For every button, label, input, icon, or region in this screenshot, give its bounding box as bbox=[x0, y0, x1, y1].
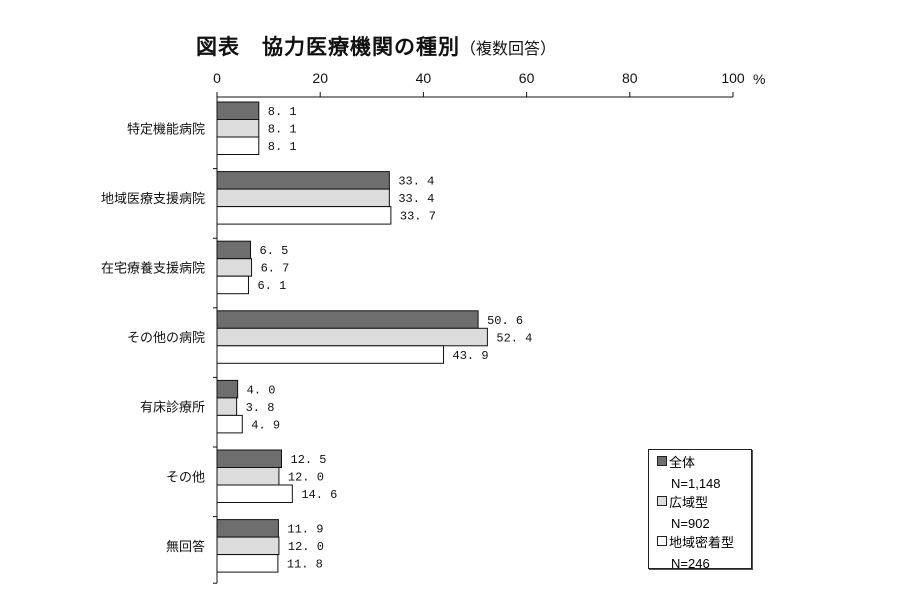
bar-広域型 bbox=[216, 397, 238, 416]
data-label: 33. 4 bbox=[398, 192, 434, 206]
data-label: 12. 5 bbox=[291, 453, 327, 467]
data-label: 8. 1 bbox=[268, 140, 297, 154]
bar-全体 bbox=[216, 519, 279, 538]
data-label: 8. 1 bbox=[268, 123, 297, 137]
data-label: 4. 9 bbox=[251, 418, 280, 432]
data-label: 33. 7 bbox=[400, 210, 436, 224]
bar-広域型 bbox=[216, 119, 260, 138]
chart-title: 図表 協力医療機関の種別（複数回答） bbox=[196, 31, 556, 61]
title-text: 図表 協力医療機関の種別 bbox=[196, 35, 460, 59]
data-label: 14. 6 bbox=[301, 488, 337, 502]
x-tick-label: 40 bbox=[416, 70, 432, 86]
bar-地域密着型 bbox=[216, 136, 260, 155]
category-label: その他の病院 bbox=[127, 331, 205, 346]
bar-広域型 bbox=[216, 467, 280, 486]
category-label: 特定機能病院 bbox=[127, 122, 205, 137]
legend-label: 地域密着型 bbox=[669, 536, 735, 551]
x-tick-label: 60 bbox=[519, 70, 535, 86]
legend-swatch bbox=[657, 536, 667, 546]
x-tick-label: 0 bbox=[213, 70, 221, 86]
data-label: 12. 0 bbox=[288, 471, 324, 485]
data-label: 4. 0 bbox=[247, 383, 276, 397]
bar-地域密着型 bbox=[216, 414, 243, 434]
data-label: 8. 1 bbox=[268, 105, 297, 119]
data-label: 43. 9 bbox=[453, 349, 489, 363]
category-label: その他 bbox=[166, 470, 205, 485]
legend-sample-size: N=902 bbox=[671, 516, 710, 531]
category-label: 在宅療養支援病院 bbox=[101, 260, 205, 276]
category-label: 地域医療支援病院 bbox=[101, 192, 205, 207]
data-label: 52. 4 bbox=[496, 331, 532, 345]
legend-sample-size: N=246 bbox=[671, 556, 710, 571]
x-unit-label: % bbox=[753, 71, 765, 87]
data-label: 12. 0 bbox=[288, 540, 324, 554]
legend-entry: 全体 bbox=[657, 454, 751, 474]
bar-全体 bbox=[216, 171, 390, 190]
data-label: 11. 9 bbox=[287, 523, 323, 537]
legend-label: 広域型 bbox=[669, 496, 709, 511]
category-label: 無回答 bbox=[166, 539, 205, 555]
bar-広域型 bbox=[216, 258, 253, 277]
bar-全体 bbox=[216, 310, 479, 329]
legend-label: 全体 bbox=[669, 456, 696, 471]
bar-全体 bbox=[216, 379, 239, 399]
bar-全体 bbox=[216, 449, 282, 468]
bar-全体 bbox=[216, 240, 252, 260]
bar-地域密着型 bbox=[216, 275, 249, 295]
bar-広域型 bbox=[216, 188, 390, 208]
data-label: 6. 5 bbox=[260, 244, 289, 258]
data-label: 6. 7 bbox=[261, 262, 290, 276]
legend-entry: 地域密着型 bbox=[657, 534, 751, 554]
legend-swatch bbox=[657, 456, 667, 466]
category-label: 有床診療所 bbox=[140, 400, 205, 416]
bar-地域密着型 bbox=[216, 484, 293, 503]
bar-広域型 bbox=[216, 327, 488, 347]
data-label: 3. 8 bbox=[246, 401, 275, 415]
bar-全体 bbox=[216, 101, 260, 120]
legend-entry: 広域型 bbox=[657, 494, 751, 514]
data-label: 33. 4 bbox=[398, 175, 434, 189]
legend-sample-size: N=1,148 bbox=[671, 476, 721, 491]
x-tick-label: 100 bbox=[721, 70, 745, 86]
legend-swatch bbox=[657, 496, 667, 506]
x-tick-label: 80 bbox=[622, 70, 638, 86]
bar-地域密着型 bbox=[216, 345, 445, 364]
legend: 全体 N=1,148 広域型 N=902 地域密着型 N=246 bbox=[648, 449, 752, 571]
bar-地域密着型 bbox=[216, 554, 279, 573]
x-tick-label: 20 bbox=[312, 70, 328, 86]
data-label: 11. 8 bbox=[287, 558, 323, 572]
chart-subtitle: （複数回答） bbox=[460, 39, 557, 58]
bar-広域型 bbox=[216, 536, 280, 556]
bar-地域密着型 bbox=[216, 206, 392, 225]
data-label: 6. 1 bbox=[257, 279, 286, 293]
data-label: 50. 6 bbox=[487, 314, 523, 328]
